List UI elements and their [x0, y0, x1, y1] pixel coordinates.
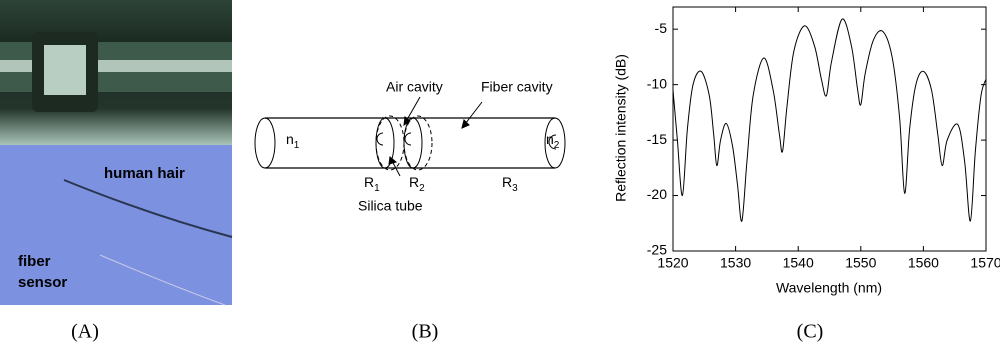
index-sub: 2: [554, 140, 560, 151]
spectrum-line: [672, 18, 987, 222]
reflector-text: R: [364, 174, 374, 190]
index-text: n: [546, 131, 554, 147]
cylinder-end: [254, 117, 276, 169]
y-tick-label: -5: [655, 20, 668, 36]
fiber-face: [403, 117, 423, 169]
cylinder: [265, 117, 555, 169]
index-label: n1: [286, 131, 300, 151]
fiber-line: [99, 254, 226, 306]
x-tick-label: 1530: [720, 255, 751, 271]
hair: [63, 179, 233, 238]
reflector-text: R: [409, 174, 419, 190]
air-cavity-label: Air cavity: [386, 79, 443, 95]
reflector-label: R2: [409, 174, 425, 194]
index-label: n2: [546, 131, 560, 151]
y-tick-label: -20: [647, 186, 667, 202]
panel-label: (B): [412, 321, 439, 343]
index-text: n: [286, 131, 294, 147]
silica-tube-label: Silica tube: [358, 198, 423, 214]
panel-label: (C): [797, 321, 824, 343]
y-tick-label: -25: [647, 242, 667, 258]
panel-label: (A): [71, 321, 99, 343]
sensor-cavity: [44, 45, 86, 95]
fiber-label: sensor: [18, 274, 67, 291]
y-tick-label: -15: [647, 131, 667, 147]
fiber-label: fiber: [18, 253, 51, 270]
hair-label: human hair: [104, 165, 185, 182]
reflector-text: R: [502, 174, 512, 190]
plot-frame: [672, 6, 987, 252]
index-sub: 1: [294, 140, 300, 151]
reflection-arrow: [376, 132, 557, 150]
arrowhead: [388, 116, 470, 165]
x-tick-label: 1570: [970, 255, 1000, 271]
x-tick-label: 1540: [783, 255, 814, 271]
x-axis-label: Wavelength (nm): [776, 280, 882, 296]
reflector-label: R3: [502, 174, 518, 194]
x-tick-label: 1550: [845, 255, 876, 271]
x-tick-label: 1560: [908, 255, 939, 271]
fiber-cavity-label: Fiber cavity: [481, 79, 553, 95]
reflector-sub: 2: [419, 183, 425, 194]
cylinder-end: [544, 117, 566, 169]
tube: [403, 115, 433, 171]
y-axis-label: Reflection intensity (dB): [613, 54, 629, 202]
reflector-label: R1: [364, 174, 380, 194]
reflector-sub: 1: [374, 183, 380, 194]
x-tick-label: 1520: [657, 255, 688, 271]
reflector-sub: 3: [512, 183, 518, 194]
y-tick-label: -10: [647, 75, 667, 91]
panel-a: human hair fiber sensor (A): [0, 0, 233, 343]
fiber-face: [375, 117, 395, 169]
panel-b: Air cavity Fiber cavity Silica tube n1 n…: [254, 79, 566, 343]
